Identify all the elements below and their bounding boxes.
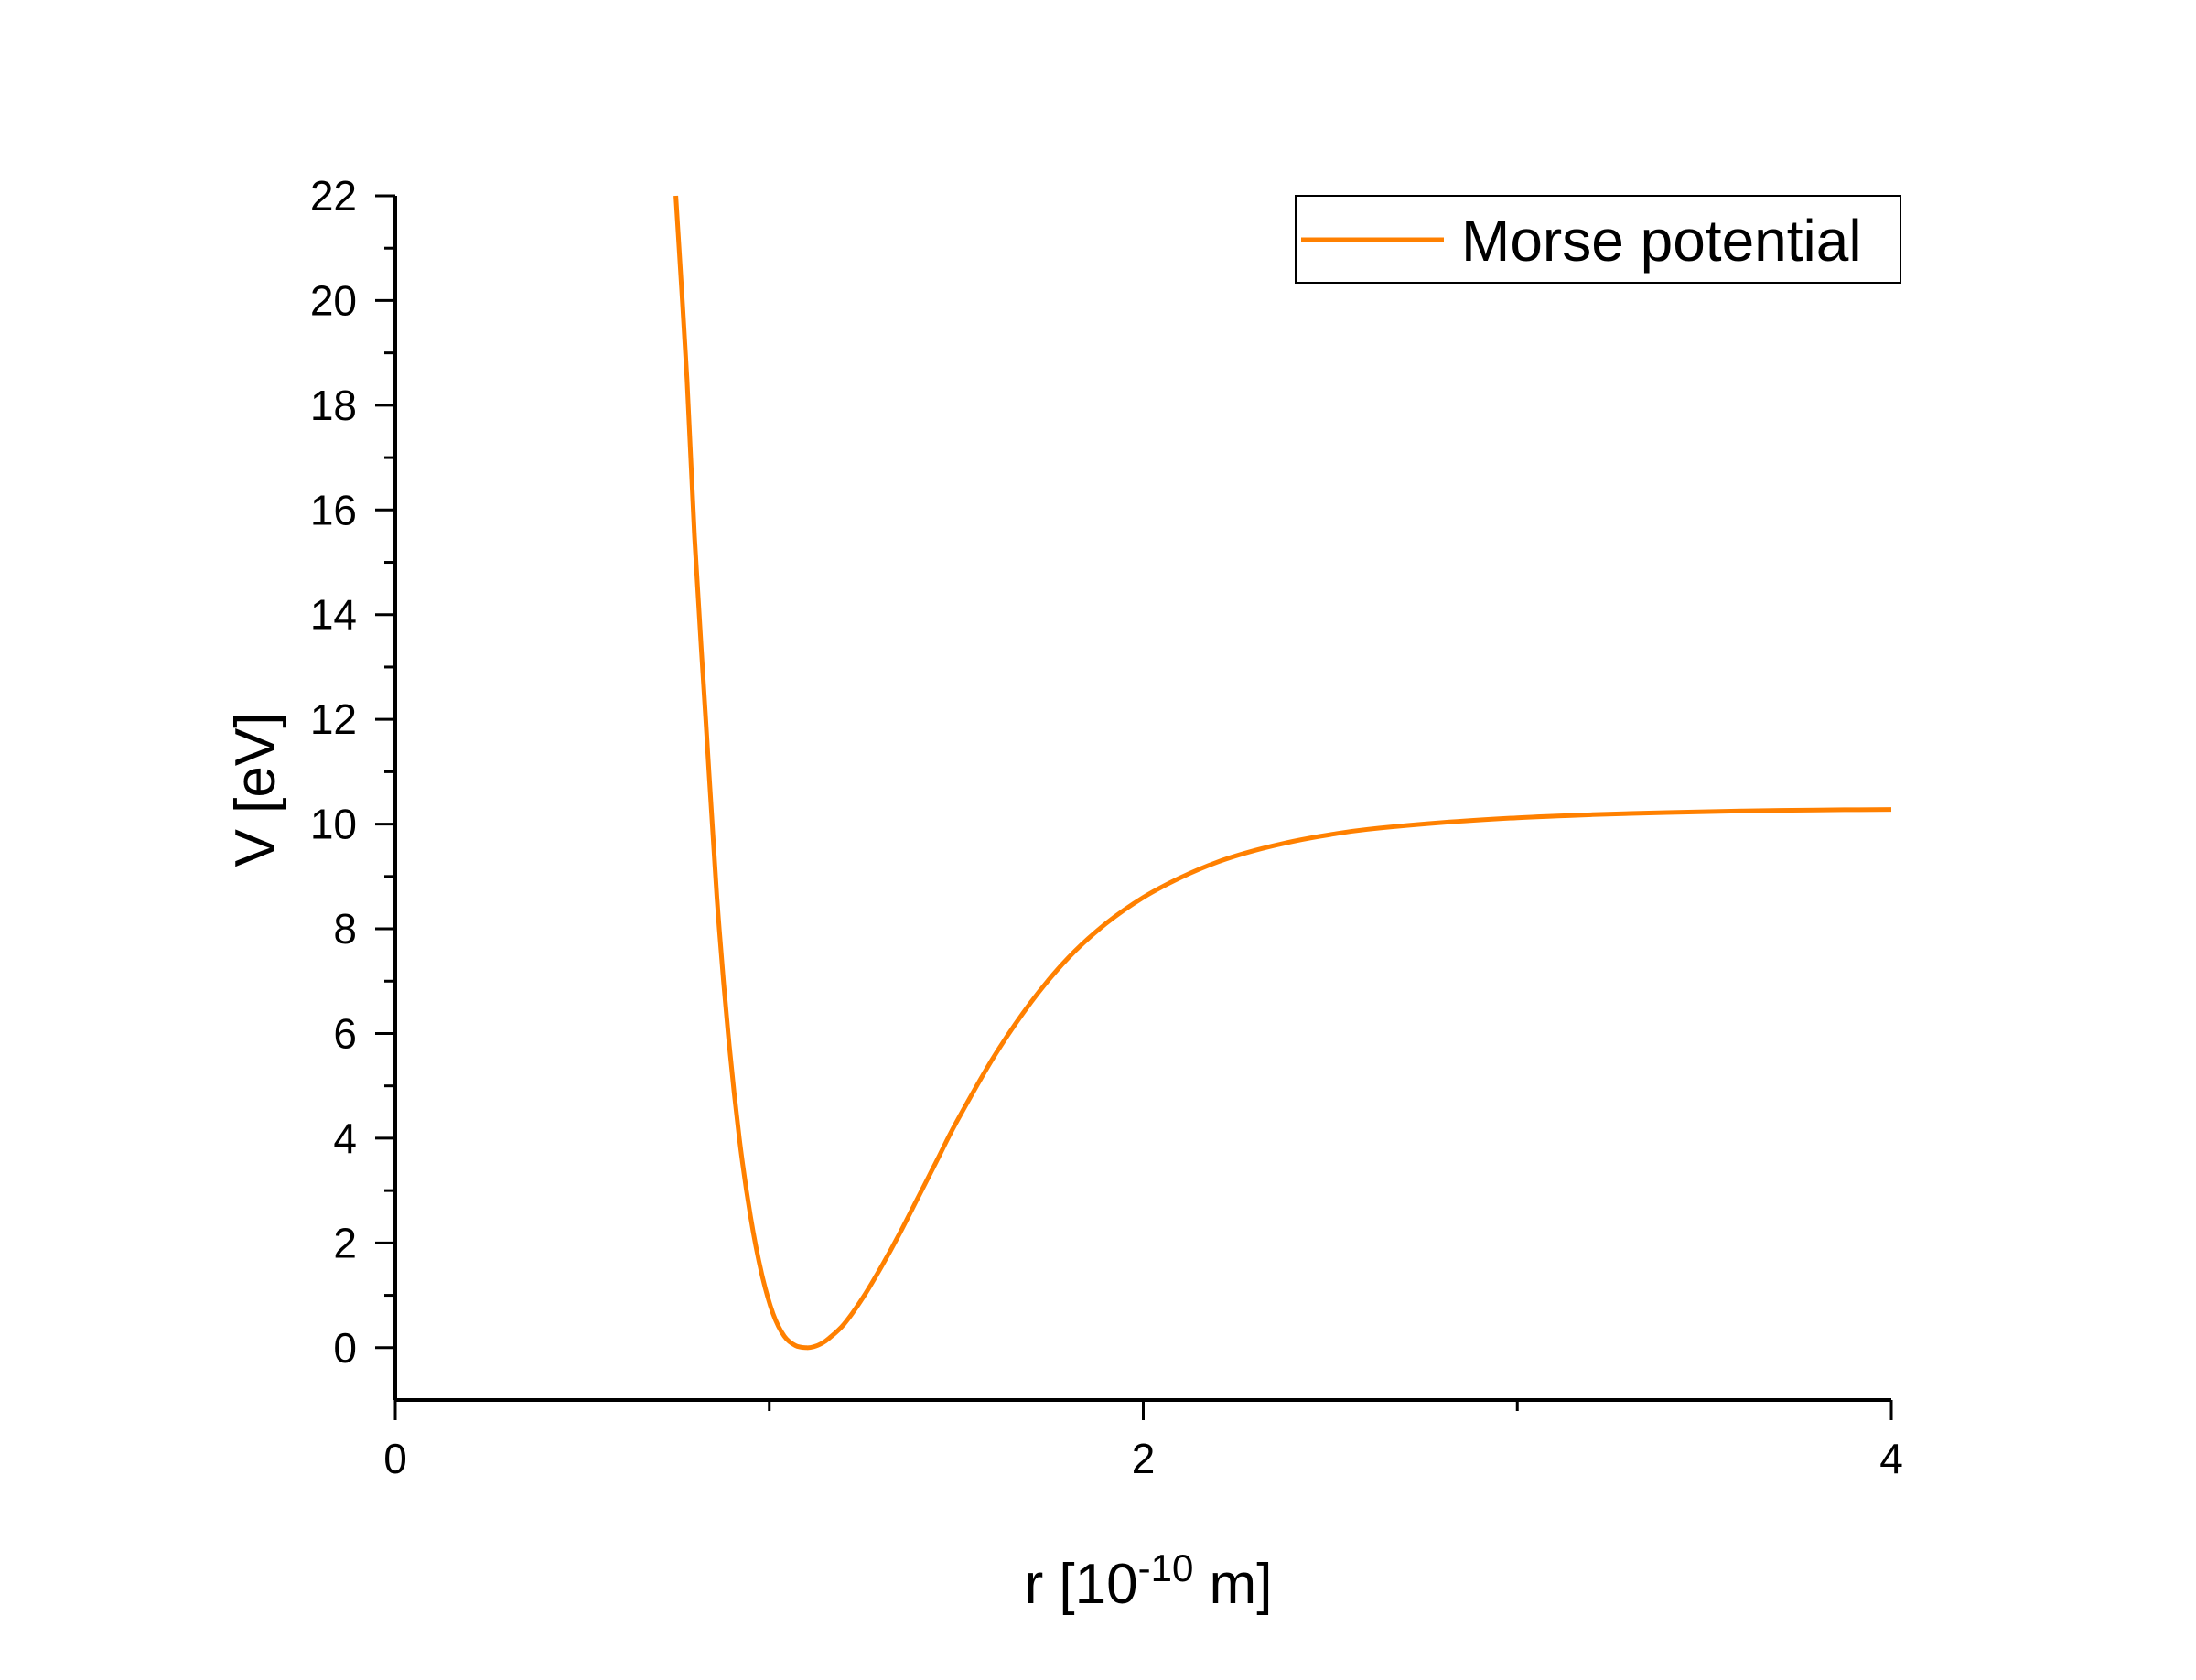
y-tick-label: 16 [310, 486, 357, 533]
axes: 0 2 4 0 2 4 6 8 10 12 14 16 18 20 22 [310, 172, 1903, 1482]
y-tick-label: 8 [333, 905, 357, 953]
plot-area [673, 195, 1892, 1351]
y-tick-label: 6 [333, 1009, 357, 1057]
x-axis-title-suffix: m] [1193, 1553, 1272, 1616]
x-tick-label: 2 [1132, 1435, 1156, 1482]
x-axis-title: r [10-10 m] [1025, 1546, 1273, 1616]
axis-labels: r [10-10 m] V [eV] [224, 713, 1272, 1616]
x-axis-title-exponent: -10 [1138, 1546, 1194, 1589]
x-tick-label: 4 [1879, 1435, 1903, 1482]
y-tick-label: 12 [310, 695, 357, 743]
y-tick-label: 0 [333, 1324, 357, 1372]
legend-label-morse-potential: Morse potential [1461, 208, 1862, 274]
legend: Morse potential [1295, 195, 1901, 284]
series-line-morse-potential [673, 195, 1892, 1351]
x-axis-title-base: r [10 [1025, 1553, 1138, 1616]
y-tick-label: 22 [310, 172, 357, 220]
y-tick-label: 10 [310, 801, 357, 848]
y-axis-title: V [eV] [224, 713, 287, 867]
y-tick-label: 4 [333, 1115, 357, 1162]
y-tick-label: 18 [310, 382, 357, 429]
x-tick-label: 0 [383, 1435, 407, 1482]
y-tick-label: 20 [310, 276, 357, 324]
y-tick-label: 2 [333, 1219, 357, 1266]
y-tick-label: 14 [310, 591, 357, 639]
